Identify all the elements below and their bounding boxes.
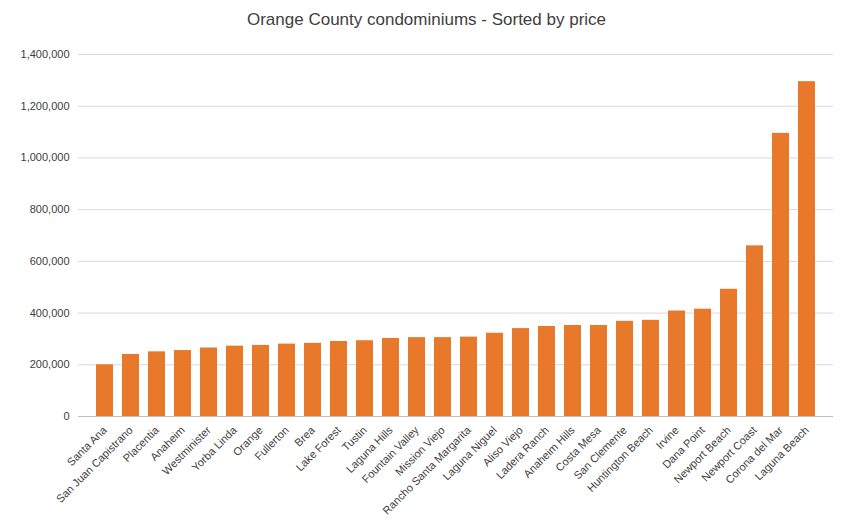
svg-text:Fountain Valley: Fountain Valley <box>359 423 421 486</box>
svg-text:Orange: Orange <box>230 423 265 459</box>
svg-text:200,000: 200,000 <box>30 358 70 370</box>
svg-text:Aliso Viejo: Aliso Viejo <box>480 423 525 469</box>
svg-text:Ladera Ranch: Ladera Ranch <box>493 423 551 482</box>
svg-text:Irvine: Irvine <box>653 423 681 452</box>
svg-text:Huntington Beach: Huntington Beach <box>585 424 655 494</box>
svg-text:Mission Viejo: Mission Viejo <box>392 423 447 478</box>
svg-text:Anaheim: Anaheim <box>147 423 187 463</box>
svg-text:Brea: Brea <box>292 423 317 449</box>
svg-text:Dana Point: Dana Point <box>659 423 707 471</box>
svg-text:Yorba Linda: Yorba Linda <box>189 423 239 474</box>
svg-text:800,000: 800,000 <box>30 203 70 215</box>
svg-text:400,000: 400,000 <box>30 307 70 319</box>
html-text:Orange County condominiums - S: Orange County condominiums - Sorted by p… <box>247 10 606 29</box>
svg-text:1,400,000: 1,400,000 <box>21 48 70 60</box>
svg-text:Laguna Beach: Laguna Beach <box>752 424 811 483</box>
svg-text:1,200,000: 1,200,000 <box>21 100 70 112</box>
svg-text:Santa Ana: Santa Ana <box>64 423 109 469</box>
svg-text:Anaheim Hills: Anaheim Hills <box>520 423 577 480</box>
svg-text:Fullerton: Fullerton <box>252 424 291 463</box>
svg-text:Lake Forest: Lake Forest <box>293 424 343 474</box>
svg-text:Placentia: Placentia <box>120 423 161 465</box>
svg-text:Tustin: Tustin <box>339 423 369 454</box>
svg-text:Laguna Niguel: Laguna Niguel <box>440 423 499 483</box>
svg-text:Corona del Mar: Corona del Mar <box>722 423 785 486</box>
svg-text:0: 0 <box>63 410 69 422</box>
svg-text:Costa Mesa: Costa Mesa <box>552 423 603 474</box>
svg-text:600,000: 600,000 <box>30 255 70 267</box>
svg-text:1,000,000: 1,000,000 <box>21 151 70 163</box>
svg-text:Laguna Hills: Laguna Hills <box>343 423 395 475</box>
svg-text:San Juan Capistrano: San Juan Capistrano <box>54 424 135 505</box>
svg-text:Newport Coast: Newport Coast <box>699 423 759 484</box>
svg-text:San Clemente: San Clemente <box>571 423 629 482</box>
svg-text:Newport Beach: Newport Beach <box>671 423 733 486</box>
svg-text:Rancho Santa Margarita: Rancho Santa Margarita <box>380 423 473 517</box>
svg-text:Westminister: Westminister <box>159 423 213 477</box>
